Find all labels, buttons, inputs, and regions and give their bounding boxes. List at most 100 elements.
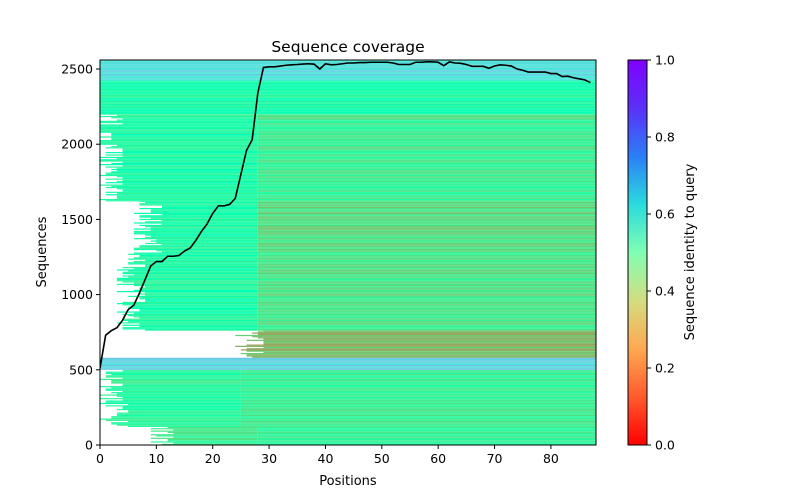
heatmap-cell — [257, 217, 596, 219]
heatmap-cell — [257, 278, 596, 281]
heatmap-cell — [128, 307, 258, 310]
heatmap-cell — [257, 286, 596, 288]
heatmap-cell — [100, 108, 596, 110]
heatmap-cell — [257, 244, 596, 246]
heatmap-cell — [257, 135, 596, 137]
heatmap-cell — [257, 176, 596, 178]
heatmap-cell — [105, 173, 258, 175]
heatmap-cell — [100, 159, 258, 161]
heatmap-cell — [133, 222, 258, 224]
heatmap-cell — [150, 235, 258, 237]
heatmap-cell — [150, 240, 258, 242]
heatmap-cell — [257, 221, 596, 223]
heatmap-cell — [100, 378, 241, 381]
heatmap-cell — [150, 434, 258, 436]
heatmap-cell — [263, 346, 596, 349]
heatmap-cell — [162, 206, 258, 208]
heatmap-cell — [128, 315, 258, 317]
heatmap-cell — [162, 223, 258, 225]
heatmap-cell — [116, 180, 258, 183]
x-tick-label: 60 — [430, 451, 446, 466]
heatmap-cell — [139, 204, 258, 206]
heatmap-cell — [257, 312, 596, 314]
heatmap-cell — [105, 375, 241, 377]
heatmap-cell — [111, 137, 258, 139]
heatmap-cell — [257, 218, 596, 221]
heatmap-cell — [139, 215, 258, 217]
heatmap-cell — [257, 185, 596, 187]
y-axis: 0 500 1000 1500 2000 2500 — [61, 62, 100, 453]
heatmap-cell — [257, 240, 596, 242]
heatmap-cell — [257, 125, 596, 127]
heatmap-cell — [257, 119, 596, 121]
heatmap-cell — [257, 277, 596, 279]
heatmap-cell — [105, 419, 241, 421]
heatmap-cell — [122, 118, 258, 120]
heatmap-cell — [133, 305, 258, 307]
heatmap-cell — [139, 317, 258, 319]
heatmap-cell — [133, 312, 258, 314]
heatmap-cell — [257, 331, 596, 333]
x-tick-label: 30 — [261, 451, 277, 466]
heatmap-cell — [240, 418, 596, 420]
heatmap-cell — [150, 437, 258, 439]
heatmap-cell — [122, 272, 258, 275]
heatmap-cell — [105, 194, 258, 196]
x-tick-label: 70 — [487, 451, 503, 466]
heatmap-cell — [240, 390, 596, 393]
heatmap-cell — [128, 425, 241, 427]
heatmap-cell — [100, 402, 241, 405]
coverage-line — [100, 60, 591, 369]
heatmap — [100, 60, 596, 445]
heatmap-cell — [257, 156, 596, 159]
heatmap-cell — [100, 64, 596, 66]
heatmap-cell — [240, 400, 596, 402]
heatmap-cell — [257, 294, 596, 296]
heatmap-cell — [100, 81, 596, 83]
x-tick-label: 80 — [543, 451, 559, 466]
heatmap-cell — [257, 311, 596, 313]
heatmap-cell — [139, 224, 258, 227]
heatmap-cell — [122, 384, 241, 387]
heatmap-cell — [100, 85, 596, 87]
heatmap-cell — [240, 422, 596, 424]
heatmap-cell — [263, 338, 596, 340]
heatmap-cell — [116, 192, 258, 195]
heatmap-cell — [257, 142, 596, 144]
heatmap-cell — [257, 264, 596, 266]
heatmap-cell — [100, 363, 596, 365]
heatmap-cell — [150, 430, 258, 432]
heatmap-cell — [116, 303, 258, 305]
heatmap-cell — [100, 103, 596, 105]
heatmap-cell — [105, 166, 258, 168]
heatmap-cell — [116, 408, 241, 411]
colorbar-tick-label: 0.6 — [655, 207, 675, 222]
heatmap-cell — [162, 214, 258, 216]
heatmap-cell — [257, 174, 596, 177]
heatmap-cell — [100, 66, 596, 68]
heatmap-cell — [122, 390, 241, 393]
heatmap-cell — [257, 428, 596, 430]
heatmap-cell — [105, 172, 258, 174]
heatmap-cell — [173, 436, 258, 438]
heatmap-cell — [235, 345, 596, 347]
heatmap-cell — [100, 100, 596, 103]
heatmap-cell — [116, 278, 258, 281]
heatmap-cell — [240, 420, 596, 423]
heatmap-cell — [122, 189, 258, 191]
heatmap-cell — [122, 123, 258, 125]
heatmap-cell — [257, 173, 596, 175]
heatmap-cell — [257, 165, 596, 167]
heatmap-cell — [257, 254, 596, 257]
heatmap-cell — [252, 336, 596, 338]
heatmap-cell — [257, 258, 596, 260]
heatmap-cell — [122, 304, 258, 306]
heatmap-cell — [116, 269, 258, 271]
heatmap-cell — [139, 245, 258, 247]
heatmap-cell — [257, 226, 596, 228]
heatmap-cell — [116, 188, 258, 190]
heatmap-cell — [139, 246, 258, 248]
heatmap-cell — [257, 201, 596, 202]
heatmap-cell — [257, 126, 596, 128]
heatmap-cell — [257, 184, 596, 186]
